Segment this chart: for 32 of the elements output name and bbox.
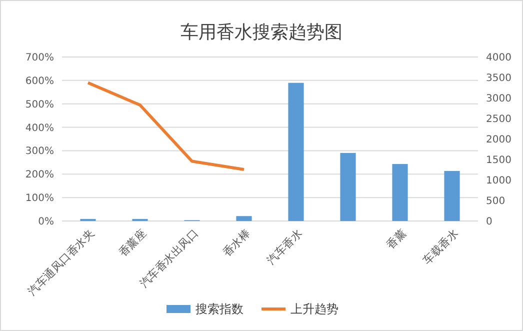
y2-tick-label: 1000	[486, 176, 512, 186]
y2-tick-label: 500	[486, 196, 506, 207]
y2-tick-label: 2500	[486, 114, 512, 125]
legend-label: 上升趋势	[290, 302, 338, 316]
y-tick-label: 300%	[25, 146, 54, 158]
y2-tick-label: 2000	[486, 134, 512, 146]
bar	[236, 216, 252, 221]
y-tick-label: 200%	[25, 170, 54, 181]
line-series	[86, 81, 246, 171]
bar	[340, 152, 356, 221]
y-tick-label: 100%	[25, 193, 54, 204]
y-tick-label: 500%	[25, 99, 54, 110]
y2-tick-label: 3000	[486, 94, 512, 104]
y2-tick-label: 0	[486, 216, 492, 228]
bar	[444, 170, 460, 221]
x-tick-label: 香薰座	[116, 226, 149, 260]
y-tick-label: 400%	[25, 122, 54, 134]
y2-tick-label: 1500	[486, 155, 512, 166]
y2-tick-label: 3500	[486, 73, 512, 84]
y-tick-label: 600%	[25, 76, 54, 87]
y-tick-label: 0%	[38, 216, 54, 228]
x-tick-label: 汽车香水	[264, 226, 305, 267]
bar	[288, 82, 304, 221]
x-tick-label: 香薰	[384, 226, 409, 252]
y-tick-label: 700%	[25, 52, 54, 64]
x-tick-label: 香水棒	[220, 226, 253, 260]
chart-title: 车用香水搜索趋势图	[180, 22, 342, 43]
bar	[392, 164, 408, 221]
x-tick-label: 汽车通风口香水夹	[25, 226, 97, 298]
x-tick-label: 车载香水	[420, 226, 461, 267]
legend-label: 搜索指数	[196, 302, 244, 316]
y2-tick-label: 4000	[486, 52, 512, 64]
